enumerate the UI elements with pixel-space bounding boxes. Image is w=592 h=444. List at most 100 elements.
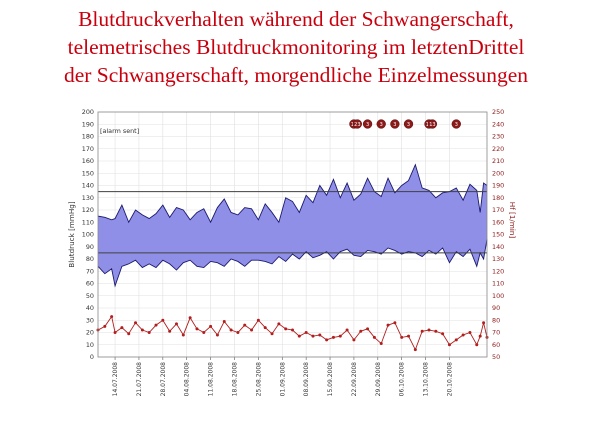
x-tick-label: 06.10.2008 bbox=[399, 362, 406, 397]
right-tick-label: 240 bbox=[492, 120, 504, 128]
heart-rate-point bbox=[372, 335, 376, 339]
heart-rate-point bbox=[222, 319, 226, 323]
heart-rate-point bbox=[181, 333, 185, 337]
right-tick-label: 180 bbox=[492, 194, 504, 202]
plot-frame bbox=[97, 111, 488, 358]
right-tick-label: 50 bbox=[492, 353, 500, 361]
x-tick-label: 22.09.2008 bbox=[351, 362, 358, 397]
right-tick-label: 100 bbox=[492, 292, 504, 300]
heart-rate-point bbox=[366, 327, 370, 331]
right-tick-label: 200 bbox=[492, 169, 504, 177]
alarm-marker-label: 3 bbox=[366, 122, 369, 128]
alarm-marker-label: 3 bbox=[407, 122, 410, 128]
heart-rate-point bbox=[127, 332, 131, 336]
right-tick-label: 120 bbox=[492, 267, 504, 275]
heart-rate-point bbox=[434, 329, 438, 333]
diastolic-line bbox=[97, 239, 488, 288]
heart-rate-point bbox=[195, 327, 199, 331]
left-tick-label: 190 bbox=[82, 120, 94, 128]
x-tick-label: 18.08.2008 bbox=[231, 362, 238, 397]
left-tick-label: 0 bbox=[90, 353, 94, 361]
alarm-marker-label: 3 bbox=[380, 122, 383, 128]
heart-rate-point bbox=[263, 326, 267, 330]
x-tick-label: 20.10.2008 bbox=[446, 362, 453, 397]
x-tick-label: 14.07.2008 bbox=[112, 362, 119, 397]
heart-rate-point bbox=[270, 332, 274, 336]
heart-rate-point bbox=[461, 333, 465, 337]
heart-rate-point bbox=[120, 326, 124, 330]
heart-rate-point bbox=[174, 322, 178, 326]
heart-rate-point bbox=[359, 329, 363, 333]
right-tick-label: 60 bbox=[492, 341, 500, 349]
heart-rate-point bbox=[168, 329, 172, 333]
x-tick-label: 08.09.2008 bbox=[303, 362, 310, 397]
x-tick-label: 25.08.2008 bbox=[255, 362, 262, 397]
title-line-1: Blutdruckverhalten während der Schwanger… bbox=[78, 7, 514, 31]
right-tick-label: 80 bbox=[492, 316, 500, 324]
left-tick-label: 30 bbox=[86, 316, 94, 324]
heart-rate-point bbox=[454, 338, 458, 342]
left-tick-label: 80 bbox=[86, 255, 94, 263]
heart-rate-point bbox=[297, 334, 301, 338]
alarm-marker bbox=[362, 119, 373, 129]
x-tick-label: 13.10.2008 bbox=[423, 362, 430, 397]
heart-rate-point bbox=[413, 348, 417, 352]
x-tick-label: 28.07.2008 bbox=[160, 362, 167, 397]
alarm-marker bbox=[451, 119, 461, 129]
heart-rate-point bbox=[134, 321, 138, 325]
alarm-markers: 1523333315133 bbox=[349, 119, 461, 129]
heart-rate-point bbox=[318, 333, 322, 337]
heart-rate-point bbox=[304, 331, 308, 334]
threshold-lines bbox=[98, 191, 487, 254]
alarm-label: [alarm sent] bbox=[100, 127, 139, 135]
heart-rate-series bbox=[96, 315, 489, 352]
heart-rate-point bbox=[110, 315, 114, 319]
heart-rate-point bbox=[256, 318, 260, 322]
alarm-marker bbox=[427, 119, 438, 129]
heart-rate-point bbox=[400, 335, 404, 339]
right-tick-label: 150 bbox=[492, 231, 504, 239]
heart-rate-point bbox=[325, 338, 329, 342]
heart-rate-point bbox=[345, 328, 349, 332]
left-tick-label: 160 bbox=[82, 157, 94, 165]
left-tick-label: 70 bbox=[86, 267, 94, 275]
x-tick-label: 01.09.2008 bbox=[279, 362, 286, 397]
heart-rate-point bbox=[478, 334, 482, 338]
heart-rate-point bbox=[277, 322, 281, 326]
x-tick-label: 21.07.2008 bbox=[136, 362, 143, 397]
heart-rate-point bbox=[154, 323, 158, 327]
heart-rate-point bbox=[441, 332, 445, 336]
left-tick-label: 170 bbox=[82, 145, 94, 153]
alarm-marker-label: 3 bbox=[455, 122, 458, 128]
left-tick-label: 180 bbox=[82, 133, 94, 141]
blood-pressure-band bbox=[97, 163, 488, 288]
right-tick-label: 110 bbox=[492, 280, 504, 288]
alarm-marker bbox=[390, 119, 400, 129]
right-tick-label: 230 bbox=[492, 133, 504, 141]
heart-rate-point bbox=[229, 328, 233, 332]
heart-rate-point bbox=[103, 324, 107, 328]
alarm-marker-label: 23 bbox=[354, 122, 360, 128]
heart-rate-point bbox=[379, 342, 383, 346]
heart-rate-point bbox=[291, 328, 294, 332]
right-tick-label: 250 bbox=[492, 108, 504, 116]
right-tick-label: 170 bbox=[492, 206, 504, 214]
x-tick-label: 04.08.2008 bbox=[184, 362, 191, 397]
left-tick-label: 60 bbox=[86, 280, 94, 288]
heart-rate-point bbox=[331, 335, 335, 339]
heart-rate-point bbox=[243, 323, 247, 327]
slide-title: Blutdruckverhalten während der Schwanger… bbox=[0, 5, 592, 89]
heart-rate-point bbox=[386, 323, 390, 327]
left-tick-label: 50 bbox=[86, 292, 94, 300]
heart-rate-point bbox=[236, 331, 240, 334]
left-tick-label: 150 bbox=[82, 169, 94, 177]
left-tick-label: 140 bbox=[82, 182, 94, 190]
heart-rate-point bbox=[215, 333, 219, 337]
heart-rate-point bbox=[147, 331, 151, 334]
heart-rate-point bbox=[407, 334, 411, 338]
heart-rate-point bbox=[311, 334, 315, 338]
alarm-marker-label: 13 bbox=[429, 122, 435, 128]
right-tick-label: 210 bbox=[492, 157, 504, 165]
title-line-3: der Schwangerschaft, morgendliche Einzel… bbox=[63, 63, 529, 87]
left-tick-label: 100 bbox=[82, 231, 94, 239]
